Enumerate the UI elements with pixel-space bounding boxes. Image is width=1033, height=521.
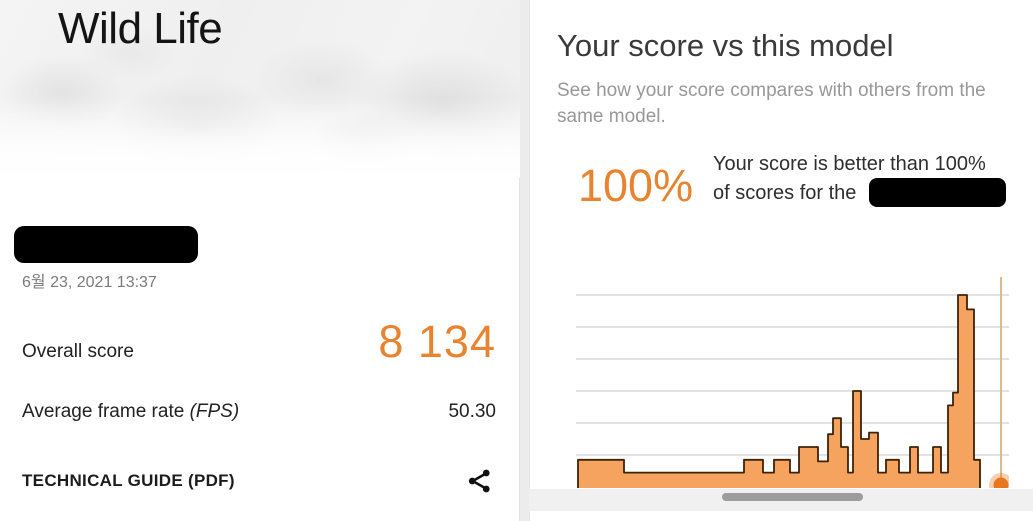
overall-score-label: Overall score [22, 341, 134, 362]
percentile-value: 100% [578, 160, 694, 211]
score-distribution-chart[interactable] [576, 275, 1009, 488]
overall-score-value: 8 134 [378, 316, 496, 367]
benchmark-title: Wild Life [58, 4, 223, 53]
comparison-text: Your score is better than 100% of scores… [713, 151, 1033, 207]
wild-life-header-image [0, 0, 520, 178]
run-date: 6월 23, 2021 13:37 [22, 274, 157, 291]
technical-guide-row: TECHNICAL GUIDE (PDF) [22, 464, 496, 498]
frame-rate-label-fps: (FPS) [189, 401, 240, 422]
result-summary-panel: Wild Life 6월 23, 2021 13:37 Overall scor… [0, 0, 520, 521]
device-name-redacted-box [14, 226, 198, 263]
technical-guide-link[interactable]: TECHNICAL GUIDE (PDF) [22, 471, 235, 490]
share-icon [468, 469, 490, 493]
overall-score-row: Overall score 8 134 [22, 314, 496, 368]
score-comparison-panel: Your score vs this model See how your sc… [529, 0, 1033, 521]
share-button[interactable] [462, 464, 496, 498]
horizontal-scrollbar[interactable] [722, 493, 863, 501]
score-distribution-chart-container [576, 275, 1009, 488]
frame-rate-label-text: Average frame rate [22, 401, 190, 422]
comparison-text-line2: of scores for the [713, 182, 857, 204]
frame-rate-label: Average frame rate (FPS) [22, 401, 239, 423]
comparison-text-line1: Your score is better than 100% [713, 153, 986, 175]
frame-rate-row: Average frame rate (FPS) 50.30 [22, 401, 496, 423]
model-name-redacted-box [868, 178, 1006, 207]
comparison-subheading: See how your score compares with others … [557, 80, 986, 127]
horizontal-scroll-area [529, 489, 1033, 511]
frame-rate-value: 50.30 [448, 401, 496, 422]
comparison-heading: Your score vs this model [557, 28, 894, 63]
